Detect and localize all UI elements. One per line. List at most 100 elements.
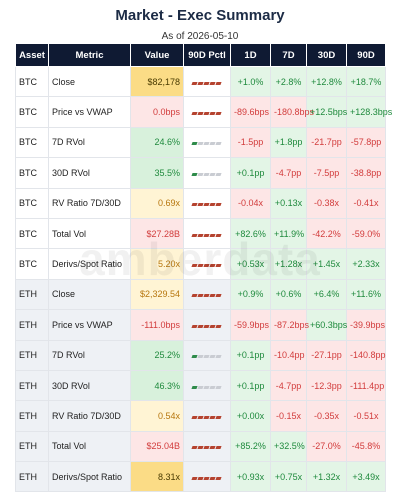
change-cell: -87.2bps: [270, 309, 309, 341]
table-row: BTC Close $82,178 +1.0% +2.8% +12.8% +18.7%: [15, 65, 386, 98]
change-cell: +2.8%: [270, 65, 307, 98]
change-cell: -10.4pp: [270, 339, 307, 371]
change-cell: +1.32x: [306, 461, 347, 493]
table-row: BTC Total Vol $27.28B +82.6% +11.9% -42.2% -59…: [15, 217, 386, 250]
metric-cell: 30D RVol: [48, 369, 131, 402]
asset-cell: ETH: [15, 400, 49, 432]
asset-cell: ETH: [15, 309, 49, 341]
title: Market - Exec Summary: [115, 7, 285, 24]
percentile-bars: [191, 107, 222, 117]
percentile-bars: [191, 411, 222, 421]
percentile-bars: [191, 137, 222, 147]
value-cell: 8.31x: [130, 461, 184, 493]
change-cell: +32.5%: [270, 430, 307, 463]
change-cell: -59.9bps: [230, 309, 271, 341]
change-cell: +0.9%: [230, 278, 271, 311]
table-row: ETH Derivs/Spot Ratio 8.31x +0.93x +0.75x +1.…: [15, 461, 386, 493]
percentile-segment: [215, 446, 222, 450]
column-header: Asset: [15, 43, 49, 67]
percentile-cell: [183, 96, 231, 128]
percentile-cell: [183, 157, 231, 189]
metric-cell: Price vs VWAP: [48, 309, 131, 341]
percentile-cell: [183, 461, 231, 493]
percentile-cell: [183, 309, 231, 341]
value-cell: 46.3%: [130, 369, 184, 402]
column-header: 90D: [346, 43, 386, 67]
change-cell: +0.13x: [270, 187, 307, 219]
table-row: ETH Close $2,329.54 +0.9% +0.6% +6.4% +11.6%: [15, 278, 386, 311]
change-cell: +6.4%: [306, 278, 347, 311]
metric-cell: Total Vol: [48, 430, 131, 463]
change-cell: +0.1pp: [230, 369, 271, 402]
metric-cell: RV Ratio 7D/30D: [48, 400, 131, 432]
column-header: 90D Pctl: [183, 43, 231, 67]
change-cell: +0.00x: [230, 400, 271, 432]
change-cell: -57.8pp: [346, 126, 386, 159]
change-cell: +0.93x: [230, 461, 271, 493]
table-row: BTC Derivs/Spot Ratio 5.20x +0.53x +1.28x +1.…: [15, 248, 386, 280]
change-cell: +2.33x: [346, 248, 386, 280]
change-cell: +60.3bps: [306, 309, 347, 341]
subtitle: As of 2026-05-10: [161, 31, 239, 42]
change-cell: +11.9%: [270, 217, 307, 250]
change-cell: -0.04x: [230, 187, 271, 219]
percentile-bars: [191, 472, 222, 482]
percentile-segment: [215, 294, 222, 298]
percentile-segment: [215, 112, 222, 116]
asset-cell: ETH: [15, 339, 49, 371]
change-cell: -39.9bps: [346, 309, 386, 341]
metric-cell: Close: [48, 65, 131, 98]
metric-cell: 7D RVol: [48, 126, 131, 159]
table-row: ETH 30D RVol 46.3% +0.1pp -4.7pp -12.3pp -111.…: [15, 369, 386, 402]
percentile-bars: [191, 441, 222, 451]
asset-cell: BTC: [15, 187, 49, 219]
change-cell: -27.1pp: [306, 339, 347, 371]
percentile-cell: [183, 369, 231, 402]
percentile-cell: [183, 217, 231, 250]
change-cell: -0.15x: [270, 400, 307, 432]
percentile-bars: [191, 350, 222, 360]
column-header: 1D: [230, 43, 271, 67]
percentile-bars: [191, 381, 222, 391]
metric-cell: Derivs/Spot Ratio: [48, 461, 131, 493]
change-cell: -0.41x: [346, 187, 386, 219]
change-cell: -7.5pp: [306, 157, 347, 189]
percentile-segment: [215, 324, 222, 328]
percentile-bars: [191, 289, 222, 299]
change-cell: -4.7pp: [270, 157, 307, 189]
column-header: 7D: [270, 43, 307, 67]
change-cell: -21.7pp: [306, 126, 347, 159]
value-cell: $25.04B: [130, 430, 184, 463]
column-header: Value: [130, 43, 184, 67]
percentile-bars: [191, 320, 222, 330]
percentile-cell: [183, 400, 231, 432]
change-cell: -111.4pp: [346, 369, 386, 402]
value-cell: 5.20x: [130, 248, 184, 280]
change-cell: -140.8pp: [346, 339, 386, 371]
percentile-segment: [215, 476, 222, 480]
asset-cell: BTC: [15, 65, 49, 98]
change-cell: +0.1pp: [230, 157, 271, 189]
table-row: BTC 7D RVol 24.6% -1.5pp +1.8pp -21.7pp -57.8p…: [15, 126, 386, 159]
asset-cell: ETH: [15, 369, 49, 402]
change-cell: -1.5pp: [230, 126, 271, 159]
value-cell: 25.2%: [130, 339, 184, 371]
change-cell: +12.8%: [306, 65, 347, 98]
metric-cell: 7D RVol: [48, 339, 131, 371]
value-cell: $27.28B: [130, 217, 184, 250]
percentile-segment: [215, 415, 222, 419]
value-cell: 24.6%: [130, 126, 184, 159]
percentile-bars: [191, 168, 222, 178]
value-cell: 0.69x: [130, 187, 184, 219]
percentile-segment: [215, 81, 222, 85]
percentile-cell: [183, 65, 231, 98]
asset-cell: ETH: [15, 430, 49, 463]
percentile-bars: [191, 229, 222, 239]
asset-cell: BTC: [15, 217, 49, 250]
value-cell: $82,178: [130, 65, 184, 98]
metric-cell: 30D RVol: [48, 157, 131, 189]
metric-cell: Total Vol: [48, 217, 131, 250]
table-row: ETH RV Ratio 7D/30D 0.54x +0.00x -0.15x -0.35…: [15, 400, 386, 432]
percentile-segment: [215, 233, 222, 237]
